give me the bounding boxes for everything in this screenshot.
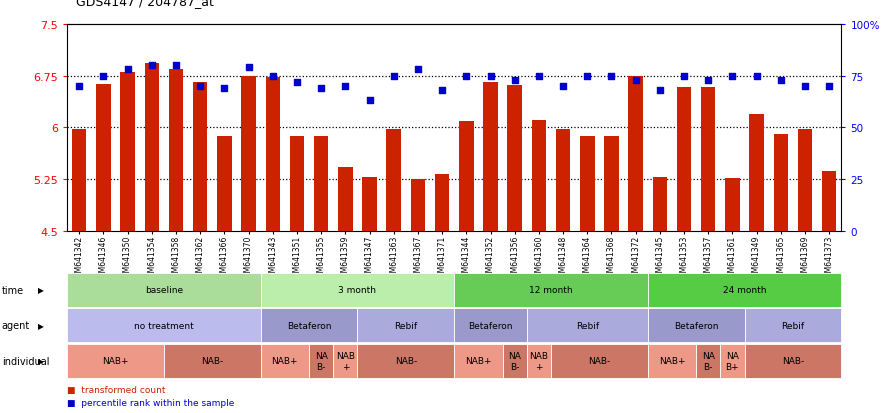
Text: Betaferon: Betaferon	[468, 321, 512, 330]
Point	[410, 67, 425, 74]
Text: Rebif: Rebif	[575, 321, 598, 330]
Point	[241, 65, 256, 71]
Bar	[314, 137, 328, 231]
Point	[603, 73, 618, 80]
Point	[314, 85, 328, 92]
Bar	[652, 178, 666, 231]
Point	[652, 88, 666, 94]
Point	[483, 73, 497, 80]
Text: NAB-: NAB-	[781, 356, 803, 366]
Bar	[603, 137, 618, 231]
Text: NAB-: NAB-	[394, 356, 417, 366]
Bar	[410, 180, 425, 231]
Text: Betaferon: Betaferon	[286, 321, 331, 330]
Point	[579, 73, 594, 80]
Text: individual: individual	[2, 356, 49, 366]
Point	[121, 67, 135, 74]
Point	[821, 83, 835, 90]
Bar	[772, 135, 788, 231]
Point	[531, 73, 545, 80]
Point	[797, 83, 811, 90]
Bar	[169, 69, 183, 231]
Text: ▶: ▶	[38, 356, 44, 366]
Text: NA
B-: NA B-	[701, 351, 714, 370]
Bar	[797, 129, 812, 231]
Text: 12 month: 12 month	[528, 285, 572, 294]
Bar	[241, 77, 256, 231]
Bar	[193, 83, 207, 231]
Text: NA
B-: NA B-	[315, 351, 327, 370]
Text: ■  transformed count: ■ transformed count	[67, 385, 165, 394]
Point	[193, 83, 207, 90]
Text: NAB
+: NAB +	[528, 351, 548, 370]
Bar	[120, 73, 135, 231]
Text: NA
B-: NA B-	[508, 351, 520, 370]
Text: NAB-: NAB-	[587, 356, 610, 366]
Text: agent: agent	[2, 320, 30, 330]
Text: GDS4147 / 204787_at: GDS4147 / 204787_at	[76, 0, 214, 8]
Point	[97, 73, 111, 80]
Bar	[676, 88, 690, 231]
Bar	[748, 114, 763, 231]
Text: ▶: ▶	[38, 321, 44, 330]
Bar	[483, 83, 497, 231]
Text: Betaferon: Betaferon	[673, 321, 718, 330]
Point	[700, 77, 714, 84]
Bar	[579, 137, 594, 231]
Bar	[144, 64, 159, 231]
Point	[169, 63, 183, 69]
Bar	[555, 130, 569, 231]
Point	[72, 83, 87, 90]
Bar	[72, 129, 87, 231]
Point	[555, 83, 569, 90]
Text: NAB+: NAB+	[465, 356, 491, 366]
Point	[724, 73, 738, 80]
Point	[628, 77, 642, 84]
Point	[290, 79, 304, 86]
Bar	[217, 137, 232, 231]
Bar	[628, 77, 642, 231]
Text: time: time	[2, 285, 24, 295]
Point	[362, 98, 376, 104]
Text: ■  percentile rank within the sample: ■ percentile rank within the sample	[67, 398, 234, 407]
Point	[338, 83, 352, 90]
Text: 24 month: 24 month	[722, 285, 765, 294]
Point	[459, 73, 473, 80]
Bar	[459, 122, 473, 231]
Point	[676, 73, 690, 80]
Text: ▶: ▶	[38, 285, 44, 294]
Bar	[724, 178, 738, 231]
Point	[434, 88, 449, 94]
Bar	[290, 137, 304, 231]
Text: NAB+: NAB+	[102, 356, 129, 366]
Bar	[266, 78, 280, 231]
Point	[748, 73, 763, 80]
Bar	[362, 178, 376, 231]
Bar	[434, 175, 449, 231]
Bar	[507, 85, 521, 231]
Text: baseline: baseline	[145, 285, 182, 294]
Text: Rebif: Rebif	[780, 321, 804, 330]
Bar	[531, 121, 545, 231]
Text: 3 month: 3 month	[338, 285, 376, 294]
Point	[386, 73, 401, 80]
Bar	[386, 129, 401, 231]
Point	[772, 77, 787, 84]
Bar	[338, 168, 352, 231]
Text: NAB
+: NAB +	[335, 351, 354, 370]
Point	[507, 77, 521, 84]
Point	[266, 73, 280, 80]
Point	[145, 63, 159, 69]
Text: NAB-: NAB-	[201, 356, 224, 366]
Bar	[821, 171, 836, 231]
Bar	[96, 85, 111, 231]
Text: no treatment: no treatment	[134, 321, 194, 330]
Bar	[700, 88, 714, 231]
Text: NAB+: NAB+	[658, 356, 685, 366]
Text: NAB+: NAB+	[271, 356, 298, 366]
Text: NA
B+: NA B+	[725, 351, 738, 370]
Point	[217, 85, 232, 92]
Text: Rebif: Rebif	[394, 321, 417, 330]
